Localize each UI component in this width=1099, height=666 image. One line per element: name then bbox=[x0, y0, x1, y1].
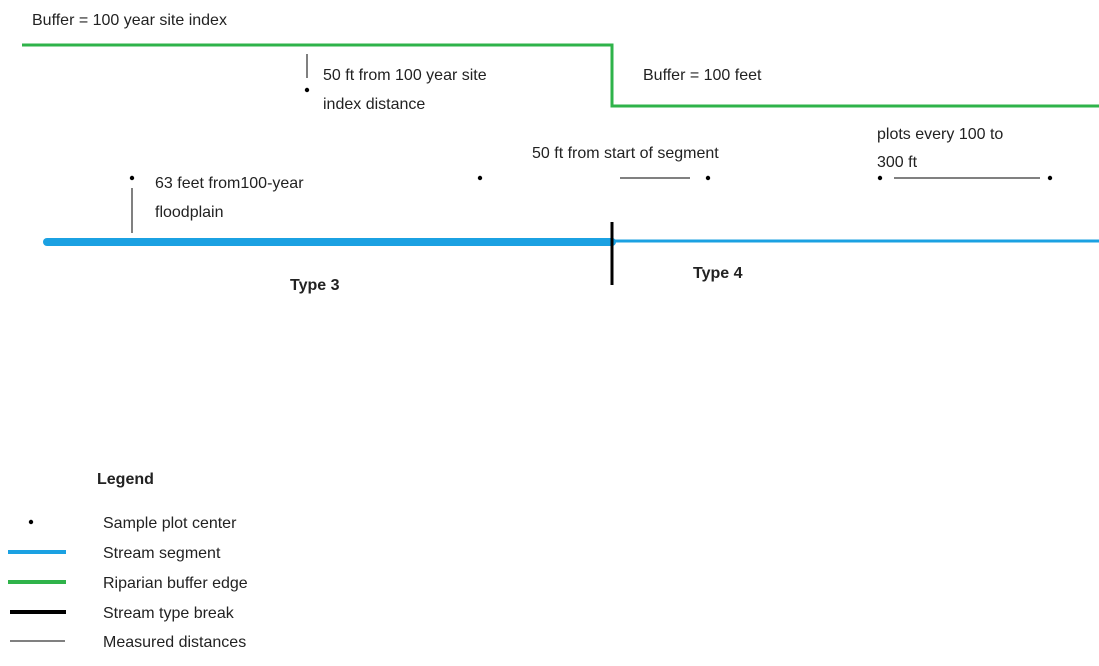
legend-label: Stream segment bbox=[103, 545, 221, 562]
label: floodplain bbox=[155, 204, 224, 221]
measures bbox=[131, 54, 1040, 233]
label: 50 ft from start of segment bbox=[532, 145, 719, 162]
plot-center bbox=[304, 87, 310, 93]
label: Buffer = 100 year site index bbox=[32, 12, 227, 29]
label: 63 feet from100-year bbox=[155, 175, 304, 192]
label: plots every 100 to bbox=[877, 126, 1003, 143]
legend-label: Stream type break bbox=[103, 605, 235, 622]
legend: Legend Sample plot center Stream segment… bbox=[8, 471, 248, 651]
plot-center bbox=[1047, 175, 1053, 181]
plot-center bbox=[705, 175, 711, 181]
legend-symbol bbox=[28, 519, 34, 525]
label: index distance bbox=[323, 96, 425, 113]
plot-center bbox=[129, 175, 135, 181]
plots bbox=[129, 87, 1053, 181]
label: Buffer = 100 feet bbox=[643, 67, 762, 84]
legend-label: Sample plot center bbox=[103, 515, 237, 532]
label: Type 3 bbox=[290, 277, 340, 294]
legend-label: Measured distances bbox=[103, 634, 246, 651]
label: 50 ft from 100 year site bbox=[323, 67, 487, 84]
legend-label: Riparian buffer edge bbox=[103, 575, 248, 592]
buffer-edge bbox=[22, 43, 1099, 108]
plot-center bbox=[877, 175, 883, 181]
plot-center bbox=[477, 175, 483, 181]
label: 300 ft bbox=[877, 154, 918, 171]
legend-title: Legend bbox=[97, 471, 154, 488]
label: Type 4 bbox=[693, 265, 743, 282]
